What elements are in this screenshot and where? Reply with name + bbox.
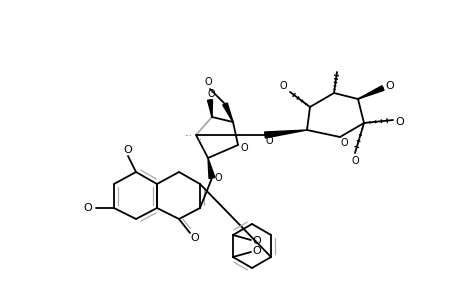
Text: O: O <box>385 81 393 91</box>
Text: O: O <box>279 81 286 91</box>
Text: O: O <box>214 173 221 183</box>
Text: O: O <box>395 117 403 127</box>
Text: O: O <box>340 138 347 148</box>
Polygon shape <box>357 86 383 99</box>
Text: O: O <box>207 89 214 99</box>
Text: O: O <box>252 236 261 246</box>
Text: ···: ··· <box>195 137 202 143</box>
Text: O: O <box>84 203 92 213</box>
Polygon shape <box>207 158 214 178</box>
Polygon shape <box>207 100 212 117</box>
Text: O: O <box>252 246 261 256</box>
Text: O: O <box>240 143 247 153</box>
Text: O: O <box>190 233 199 243</box>
Text: O: O <box>123 145 132 155</box>
Polygon shape <box>222 103 233 122</box>
Text: O: O <box>264 136 272 146</box>
Text: O: O <box>350 156 358 166</box>
Text: ···: ··· <box>184 133 191 142</box>
Polygon shape <box>264 130 306 138</box>
Text: O: O <box>204 77 211 87</box>
